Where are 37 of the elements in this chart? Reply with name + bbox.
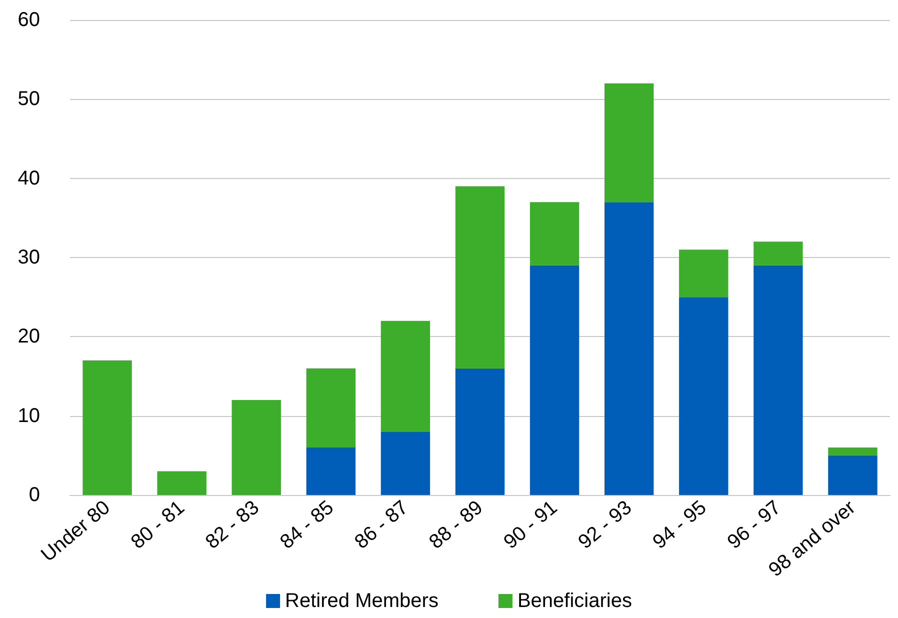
x-tick-label: 86 - 87	[350, 496, 413, 554]
bar	[679, 250, 728, 298]
y-tick-label: 60	[18, 9, 40, 31]
y-tick-label: 50	[18, 88, 40, 110]
bar	[754, 242, 803, 266]
bar	[828, 448, 878, 456]
x-tick-label: 90 - 91	[500, 496, 562, 554]
bar	[604, 202, 654, 495]
y-tick-label: 30	[18, 246, 40, 268]
y-tick-label: 0	[28, 484, 40, 506]
bar	[306, 448, 356, 495]
bar	[455, 368, 505, 495]
x-tick-label: 92 - 93	[574, 496, 636, 554]
bar	[828, 455, 878, 495]
bar	[306, 368, 356, 448]
bar	[530, 265, 580, 495]
x-tick-label: 88 - 89	[425, 496, 488, 554]
legend-label: Retired Members	[285, 590, 438, 612]
bar	[604, 83, 654, 202]
bar	[530, 202, 580, 266]
bar	[455, 186, 505, 368]
bar	[157, 471, 206, 495]
legend-label: Beneficiaries	[517, 590, 632, 612]
bar	[380, 320, 430, 432]
bar	[754, 265, 803, 495]
x-tick-label: 80 - 81	[127, 496, 189, 554]
bar	[380, 432, 430, 495]
y-tick-label: 10	[18, 404, 40, 427]
bar	[232, 400, 281, 495]
bar	[679, 297, 728, 495]
y-tick-label: 20	[18, 326, 40, 348]
x-tick-label: 94 - 95	[648, 496, 711, 554]
x-tick-label: 82 - 83	[202, 496, 264, 554]
x-tick-label: 84 - 85	[276, 496, 338, 554]
bar	[82, 360, 132, 495]
y-tick-label: 40	[18, 167, 40, 190]
x-tick-label: 96 - 97	[723, 496, 786, 554]
